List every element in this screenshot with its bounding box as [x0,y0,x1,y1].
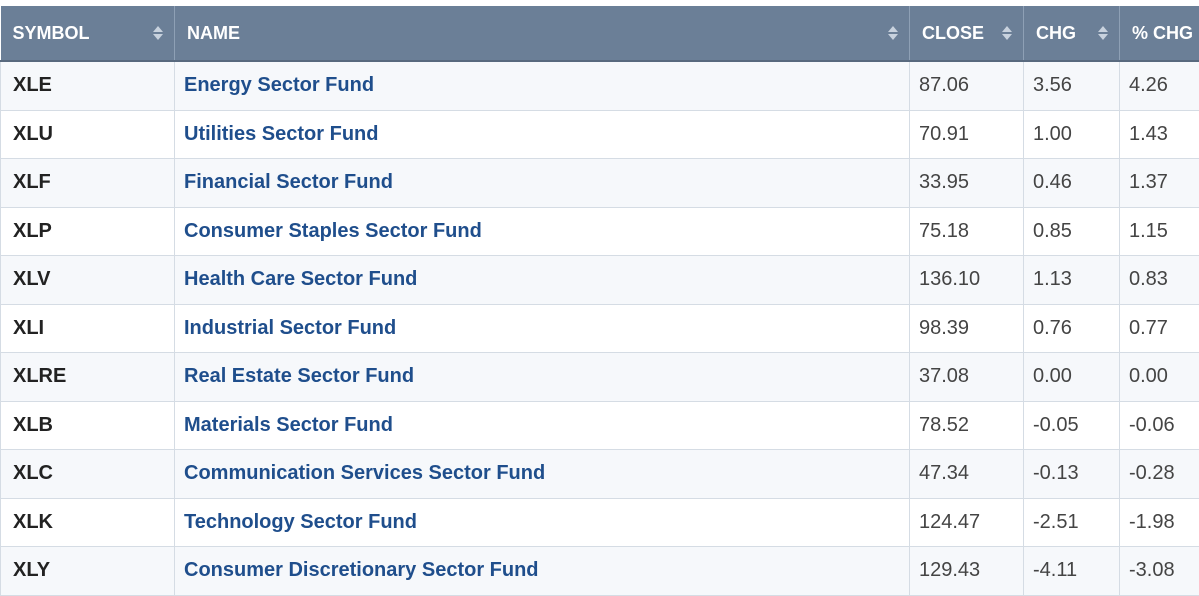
chg-cell: 0.85 [1024,207,1120,256]
symbol-cell: XLY [1,547,175,596]
table-row: XLY Consumer Discretionary Sector Fund 1… [1,547,1199,596]
chg-cell: 3.56 [1024,61,1120,110]
close-cell: 47.34 [910,450,1024,499]
chg-cell: -0.05 [1024,401,1120,450]
pct-chg-cell: -3.08 [1120,547,1199,596]
pct-chg-cell: 0.83 [1120,256,1199,305]
table-row: XLP Consumer Staples Sector Fund 75.18 0… [1,207,1199,256]
header-row: SYMBOL NAME CLOSE CHG % CHG [1,6,1199,61]
table-row: XLU Utilities Sector Fund 70.91 1.00 1.4… [1,110,1199,159]
symbol-cell: XLV [1,256,175,305]
chg-cell: 1.13 [1024,256,1120,305]
pct-chg-cell: 4.26 [1120,61,1199,110]
column-header-chg[interactable]: CHG [1024,6,1120,61]
pct-chg-cell: -1.98 [1120,498,1199,547]
close-cell: 124.47 [910,498,1024,547]
chg-cell: -4.11 [1024,547,1120,596]
pct-chg-cell: 0.00 [1120,353,1199,402]
fund-name-link[interactable]: Industrial Sector Fund [184,317,396,339]
close-cell: 78.52 [910,401,1024,450]
name-cell: Health Care Sector Fund [175,256,910,305]
sector-funds-table: SYMBOL NAME CLOSE CHG % CHG [0,6,1199,596]
table-row: XLE Energy Sector Fund 87.06 3.56 4.26 [1,61,1199,110]
symbol-cell: XLU [1,110,175,159]
close-cell: 37.08 [910,353,1024,402]
fund-name-link[interactable]: Communication Services Sector Fund [184,462,545,484]
table-row: XLK Technology Sector Fund 124.47 -2.51 … [1,498,1199,547]
fund-name-link[interactable]: Consumer Staples Sector Fund [184,220,482,242]
chg-cell: 0.46 [1024,159,1120,208]
table-row: XLRE Real Estate Sector Fund 37.08 0.00 … [1,353,1199,402]
column-header-label: SYMBOL [13,23,90,43]
close-cell: 87.06 [910,61,1024,110]
name-cell: Communication Services Sector Fund [175,450,910,499]
fund-name-link[interactable]: Technology Sector Fund [184,511,417,533]
symbol-cell: XLE [1,61,175,110]
name-cell: Utilities Sector Fund [175,110,910,159]
symbol-cell: XLC [1,450,175,499]
name-cell: Technology Sector Fund [175,498,910,547]
table-row: XLF Financial Sector Fund 33.95 0.46 1.3… [1,159,1199,208]
fund-name-link[interactable]: Materials Sector Fund [184,414,393,436]
chg-cell: -2.51 [1024,498,1120,547]
fund-name-link[interactable]: Energy Sector Fund [184,74,374,96]
fund-name-link[interactable]: Real Estate Sector Fund [184,365,414,387]
column-header-label: CHG [1036,23,1076,43]
fund-name-link[interactable]: Health Care Sector Fund [184,268,417,290]
close-cell: 136.10 [910,256,1024,305]
pct-chg-cell: 1.15 [1120,207,1199,256]
chg-cell: 0.76 [1024,304,1120,353]
column-header-symbol[interactable]: SYMBOL [1,6,175,61]
name-cell: Materials Sector Fund [175,401,910,450]
name-cell: Consumer Staples Sector Fund [175,207,910,256]
pct-chg-cell: -0.28 [1120,450,1199,499]
pct-chg-cell: 1.37 [1120,159,1199,208]
sort-icon [1001,25,1013,41]
pct-chg-cell: -0.06 [1120,401,1199,450]
sort-icon [887,25,899,41]
table-row: XLC Communication Services Sector Fund 4… [1,450,1199,499]
symbol-cell: XLB [1,401,175,450]
name-cell: Industrial Sector Fund [175,304,910,353]
sort-icon [1097,25,1109,41]
column-header-pct-chg[interactable]: % CHG [1120,6,1199,61]
table-row: XLV Health Care Sector Fund 136.10 1.13 … [1,256,1199,305]
fund-name-link[interactable]: Consumer Discretionary Sector Fund [184,559,539,581]
symbol-cell: XLRE [1,353,175,402]
name-cell: Financial Sector Fund [175,159,910,208]
name-cell: Consumer Discretionary Sector Fund [175,547,910,596]
column-header-label: CLOSE [922,23,984,43]
chg-cell: 0.00 [1024,353,1120,402]
close-cell: 70.91 [910,110,1024,159]
table-body: XLE Energy Sector Fund 87.06 3.56 4.26 X… [1,61,1199,595]
fund-name-link[interactable]: Utilities Sector Fund [184,123,378,145]
pct-chg-cell: 0.77 [1120,304,1199,353]
chg-cell: 1.00 [1024,110,1120,159]
close-cell: 98.39 [910,304,1024,353]
column-header-name[interactable]: NAME [175,6,910,61]
close-cell: 129.43 [910,547,1024,596]
symbol-cell: XLK [1,498,175,547]
chg-cell: -0.13 [1024,450,1120,499]
column-header-label: % CHG [1132,23,1193,43]
table-row: XLB Materials Sector Fund 78.52 -0.05 -0… [1,401,1199,450]
close-cell: 75.18 [910,207,1024,256]
name-cell: Real Estate Sector Fund [175,353,910,402]
sort-icon [152,25,164,41]
sector-funds-table-container: SYMBOL NAME CLOSE CHG % CHG [0,6,1199,596]
name-cell: Energy Sector Fund [175,61,910,110]
symbol-cell: XLP [1,207,175,256]
table-row: XLI Industrial Sector Fund 98.39 0.76 0.… [1,304,1199,353]
column-header-label: NAME [187,23,240,43]
close-cell: 33.95 [910,159,1024,208]
pct-chg-cell: 1.43 [1120,110,1199,159]
symbol-cell: XLF [1,159,175,208]
symbol-cell: XLI [1,304,175,353]
fund-name-link[interactable]: Financial Sector Fund [184,171,393,193]
column-header-close[interactable]: CLOSE [910,6,1024,61]
